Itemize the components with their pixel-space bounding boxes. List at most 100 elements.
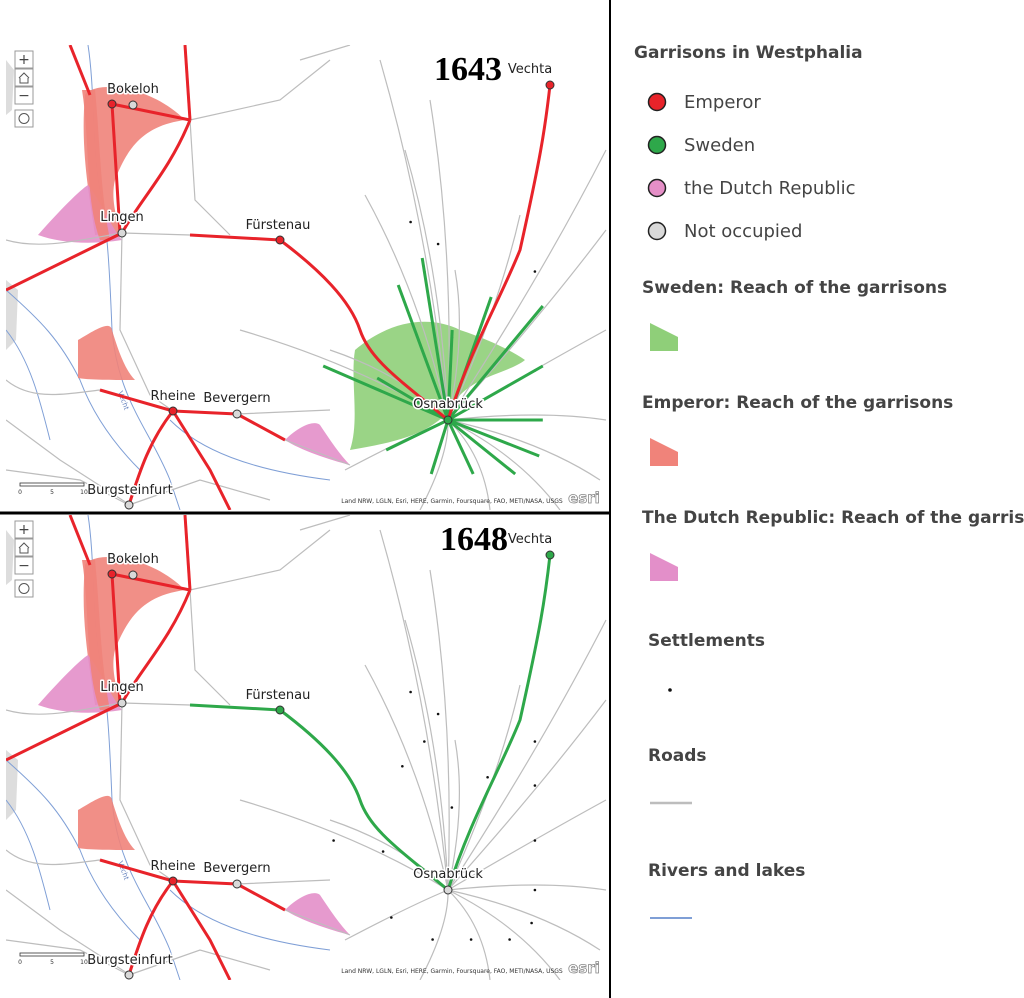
garrison-marker — [275, 235, 285, 245]
legend-heading: Sweden: Reach of the garrisons — [642, 278, 947, 298]
control-label[interactable]: + — [18, 522, 30, 538]
road — [99, 388, 174, 413]
home-icon[interactable] — [18, 72, 30, 84]
place-label: Bokeloh — [107, 552, 159, 567]
road — [189, 59, 331, 121]
place-label: Bevergern — [203, 391, 270, 406]
settlement — [486, 775, 489, 779]
garrison-marker — [128, 570, 138, 580]
settlement — [508, 938, 511, 941]
road — [6, 231, 123, 292]
road — [6, 889, 131, 976]
garrison-marker — [545, 80, 555, 90]
land-edge — [6, 60, 18, 350]
road — [183, 45, 192, 121]
control-label[interactable]: − — [18, 558, 30, 574]
home-icon[interactable] — [18, 542, 30, 554]
road — [189, 529, 331, 591]
place-label: Osnabrück — [413, 397, 483, 412]
road — [429, 419, 450, 475]
settlement — [409, 220, 412, 224]
legend-heading: Rivers and lakes — [648, 861, 805, 881]
road — [279, 708, 449, 892]
river — [6, 799, 51, 911]
road — [189, 233, 281, 242]
map-control[interactable] — [14, 109, 34, 128]
road — [447, 889, 561, 980]
road — [68, 45, 92, 96]
road — [189, 703, 281, 712]
garrison-marker — [232, 879, 242, 889]
garrison-marker — [124, 970, 134, 980]
road — [6, 939, 130, 976]
road — [364, 664, 449, 891]
settlement — [401, 764, 404, 768]
legend-label: the Dutch Republic — [684, 178, 856, 199]
scale-bar — [19, 482, 85, 487]
place-label: Burgsteinfurt — [87, 483, 173, 498]
garrison-marker — [168, 876, 178, 886]
settlement — [409, 690, 412, 694]
settlement — [332, 839, 335, 842]
road — [110, 573, 122, 704]
road — [6, 379, 174, 412]
settlement — [533, 270, 537, 273]
road — [396, 284, 450, 421]
place-label: Rheine — [150, 859, 195, 874]
map-control[interactable] — [14, 86, 34, 105]
road — [171, 410, 232, 510]
control-label[interactable]: − — [18, 88, 30, 104]
place-label: Osnabrück — [413, 867, 483, 882]
road — [128, 949, 271, 976]
river — [6, 329, 51, 441]
settlement — [423, 740, 426, 743]
road — [127, 880, 175, 976]
map-control[interactable] — [14, 520, 34, 539]
river — [6, 289, 141, 471]
road — [299, 45, 351, 61]
legend-swatch — [647, 135, 667, 155]
road — [299, 515, 351, 531]
road — [447, 889, 601, 951]
road — [127, 410, 175, 506]
road — [119, 232, 174, 412]
place-label: Vechta — [508, 62, 552, 77]
road — [172, 409, 238, 416]
road — [364, 194, 449, 421]
garrison-marker — [232, 409, 242, 419]
locate-icon[interactable] — [18, 583, 30, 594]
settlement — [450, 806, 454, 809]
place-label: Bevergern — [203, 861, 270, 876]
road — [379, 529, 449, 891]
road — [189, 589, 231, 706]
map-control[interactable] — [14, 579, 34, 598]
legend-swatch — [647, 221, 667, 241]
road — [119, 702, 174, 882]
road — [447, 364, 544, 422]
legend: Garrisons in Westphalia Emperor Sweden the … — [634, 43, 1024, 919]
map-control[interactable] — [14, 50, 34, 69]
road — [447, 149, 607, 421]
road — [447, 739, 461, 891]
settlement — [533, 740, 537, 743]
scale-label: 5 — [50, 959, 54, 966]
legend-heading: Settlements — [648, 631, 765, 651]
garrison-marker — [128, 100, 138, 110]
attribution: Land NRW, LGLN, Esri, HERE, Garmin, Four… — [341, 968, 563, 975]
road — [239, 799, 449, 891]
road — [404, 149, 449, 421]
reach-area — [78, 325, 135, 380]
road — [446, 84, 552, 421]
road — [6, 702, 123, 715]
road — [419, 889, 449, 980]
control-label[interactable]: + — [18, 52, 30, 68]
place-label: Lingen — [100, 210, 144, 225]
scale-label: 5 — [50, 489, 54, 496]
map-control[interactable] — [14, 556, 34, 575]
road — [6, 701, 123, 762]
road — [99, 858, 174, 883]
locate-icon[interactable] — [18, 113, 30, 124]
